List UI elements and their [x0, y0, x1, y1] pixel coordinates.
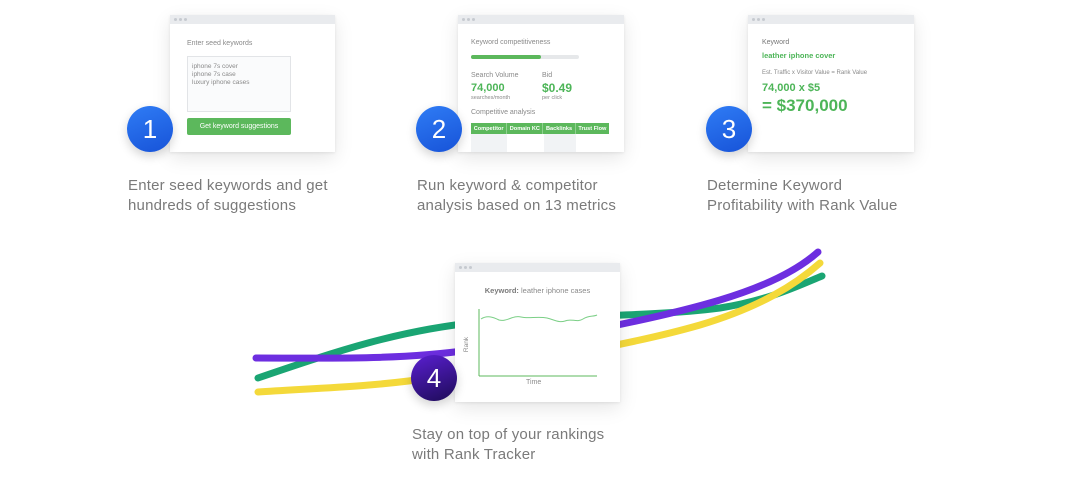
rank-value-card: Keyword leather iphone cover Est. Traffi… [748, 15, 914, 152]
step-3-badge: 3 [706, 106, 752, 152]
bid-value: $0.49 [542, 81, 573, 95]
keyword-line: iphone 7s case [192, 71, 236, 78]
column-header[interactable]: Backlinks [543, 123, 576, 134]
tracker-keyword: Keyword: leather iphone cases [484, 286, 591, 295]
window-bar [748, 15, 914, 24]
rank-value-formula: Est. Traffic x Visitor Value = Rank Valu… [762, 70, 868, 76]
window-bar [170, 15, 335, 24]
search-volume-label: Search Volume [471, 72, 519, 79]
seed-keywords-label: Enter seed keywords [187, 40, 253, 47]
column-header[interactable]: Trust Flow [578, 125, 607, 132]
step-1-badge: 1 [127, 106, 173, 152]
window-bar [458, 15, 624, 24]
competitiveness-label: Keyword competitiveness [471, 39, 551, 46]
competitiveness-bar [471, 55, 579, 59]
step-2-caption: Run keyword & competitor analysis based o… [417, 177, 617, 214]
table-column [544, 134, 576, 152]
seed-keywords-card: Enter seed keywords iphone 7s cover ipho… [170, 15, 335, 152]
rank-line [480, 314, 598, 323]
step-3-caption: Determine Keyword Profitability with Rank… [707, 177, 898, 214]
competitor-analysis-card: Keyword competitiveness Search Volume 74… [458, 15, 624, 152]
table-column [471, 134, 507, 152]
rank-value-result: = $370,000 [762, 96, 848, 115]
keyword-line: iphone 7s cover [192, 63, 238, 70]
rank-value-calc: 74,000 x $5 [762, 82, 821, 94]
bid-sub: per click [542, 95, 563, 101]
column-header[interactable]: Competitor [471, 123, 508, 134]
search-volume-sub: searches/month [471, 95, 511, 101]
rank-tracker-card: Keyword: leather iphone cases Rank Time [455, 263, 620, 402]
competitor-table-header: Competitor Domain KC Backlinks Trust Flo… [471, 123, 609, 134]
column-header[interactable]: Domain KC [507, 123, 544, 134]
competitiveness-fill [471, 55, 542, 59]
seed-keywords-textarea[interactable]: iphone 7s cover iphone 7s case luxury ip… [187, 56, 291, 112]
window-bar [455, 263, 620, 272]
keyword-line: luxury iphone cases [192, 79, 250, 86]
bid-label: Bid [542, 72, 553, 79]
keyword-label: Keyword [762, 39, 790, 46]
step-4-caption: Stay on top of your rankings with Rank Tr… [412, 426, 605, 463]
time-axis-label: Time [526, 379, 542, 386]
keyword-value: leather iphone cover [762, 51, 836, 60]
step-2-badge: 2 [416, 106, 462, 152]
search-volume-value: 74,000 [471, 82, 505, 94]
get-suggestions-button[interactable]: Get keyword suggestions [187, 118, 291, 135]
step-4-badge: 4 [411, 355, 457, 401]
rank-chart [478, 309, 598, 377]
competitive-analysis-label: Competitive analysis [471, 109, 536, 116]
step-1-caption: Enter seed keywords and get hundreds of s… [128, 177, 328, 214]
